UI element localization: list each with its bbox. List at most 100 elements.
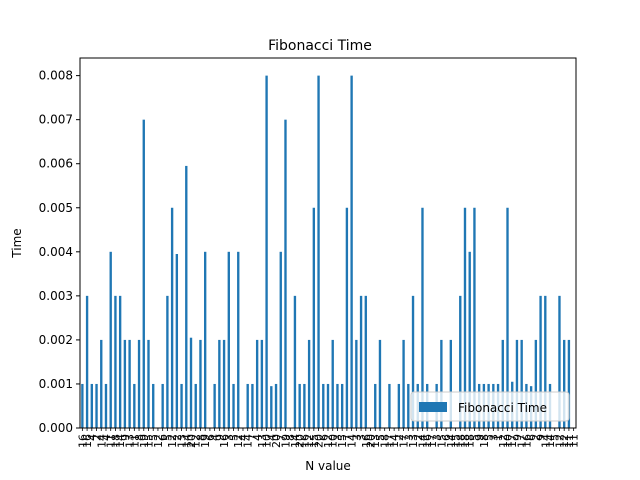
x-tick-label: 17 (383, 434, 396, 448)
bar (189, 337, 193, 428)
x-tick-label: 6 (440, 434, 453, 441)
bar (421, 207, 424, 428)
bar (501, 339, 504, 428)
bar (473, 207, 476, 428)
bar (359, 295, 363, 428)
bar (128, 339, 131, 428)
bar (232, 383, 235, 428)
bar (468, 251, 471, 428)
x-tick-label: 12 (497, 434, 510, 448)
bar (251, 383, 254, 428)
x-tick-label: 4 (209, 434, 222, 441)
x-tick-label: 11 (568, 434, 581, 448)
bar (563, 339, 566, 428)
bar (100, 339, 103, 428)
x-tick-label: 14 (95, 434, 108, 448)
x-tick-label: 8 (194, 434, 207, 441)
bar (340, 383, 344, 428)
x-tick-label: 2 (412, 434, 425, 441)
legend-swatch (419, 402, 447, 412)
bar (133, 383, 136, 428)
x-tick-label: 15 (308, 434, 321, 448)
y-tick-label: 0.008 (39, 69, 73, 83)
x-tick-label: 16 (421, 434, 434, 448)
bar (180, 383, 183, 428)
x-tick-label: 5 (228, 434, 241, 441)
bar (204, 251, 207, 428)
x-tick-label: 10 (261, 434, 274, 448)
x-tick-label: 9 (119, 434, 132, 441)
bar (307, 339, 311, 428)
x-tick-label: 3 (487, 434, 500, 441)
x-tick-label: 14 (114, 434, 127, 448)
x-tick-label: 9 (213, 434, 226, 441)
x-tick-label: 20 (294, 434, 307, 448)
bar (326, 383, 330, 428)
bar (322, 383, 325, 428)
x-tick-label: 1 (492, 434, 505, 441)
x-tick-label: 5 (483, 434, 496, 441)
x-tick-label: 3 (223, 434, 236, 441)
bar (270, 386, 273, 428)
y-tick-label: 0.007 (39, 113, 73, 127)
x-tick-label: 18 (464, 434, 477, 448)
x-tick-label: 15 (450, 434, 463, 448)
x-tick-label: 6 (204, 434, 217, 441)
x-tick-label: 15 (435, 434, 448, 448)
bar (227, 251, 230, 428)
bar (118, 295, 122, 428)
x-tick-label: 14 (346, 434, 359, 448)
bar (298, 383, 301, 428)
bar (463, 207, 467, 428)
x-tick-label: 5 (468, 434, 481, 441)
bar (260, 339, 264, 428)
x-tick-label: 14 (544, 434, 557, 448)
bar (152, 383, 155, 428)
bar (284, 119, 287, 429)
x-tick-label: 10 (327, 434, 340, 448)
x-tick-label: 3 (431, 434, 444, 441)
x-tick-label: 18 (109, 434, 122, 448)
x-tick-label: 3 (402, 434, 415, 441)
bar (411, 295, 415, 428)
y-axis-label: Time (10, 228, 24, 258)
x-tick-label: 17 (398, 434, 411, 448)
bar (378, 339, 382, 428)
x-tick-label: 5 (374, 434, 387, 441)
x-tick-label: 14 (180, 434, 193, 448)
x-tick-label: 3 (331, 434, 344, 441)
x-tick-label: 18 (454, 434, 467, 448)
bar (440, 339, 443, 428)
x-tick-label: 7 (275, 434, 288, 441)
x-tick-label: 4 (86, 434, 99, 441)
x-tick-label: 11 (128, 434, 141, 448)
x-tick-label: 13 (369, 434, 382, 448)
x-tick-label: 12 (553, 434, 566, 448)
x-tick-label: 10 (502, 434, 515, 448)
x-tick-label: 20 (365, 434, 378, 448)
y-axis: 0.000 0.001 0.002 0.003 0.004 0.005 0.006 0.007… (39, 69, 80, 435)
bar (388, 383, 391, 428)
bar (175, 254, 179, 428)
x-axis: 1616421441118149131181915512651221314201… (76, 428, 581, 448)
x-tick-label: 15 (336, 434, 349, 448)
y-tick-label: 0.003 (39, 289, 73, 303)
bar (222, 339, 226, 428)
bar (218, 339, 221, 428)
bar (345, 207, 349, 428)
bar (364, 295, 367, 428)
x-tick-label: 5 (161, 434, 174, 441)
x-tick-label: 9 (511, 434, 524, 441)
x-tick-label: 8 (133, 434, 146, 441)
bar (449, 339, 452, 428)
x-tick-label: 18 (379, 434, 392, 448)
chart-title: Fibonacci Time (268, 38, 372, 54)
x-tick-label: 16 (218, 434, 231, 448)
bar (350, 75, 353, 428)
bar (170, 207, 174, 428)
x-tick-label: 16 (76, 434, 89, 448)
bar (85, 295, 89, 428)
x-tick-label: 9 (535, 434, 548, 441)
x-tick-label: 3 (350, 434, 363, 441)
